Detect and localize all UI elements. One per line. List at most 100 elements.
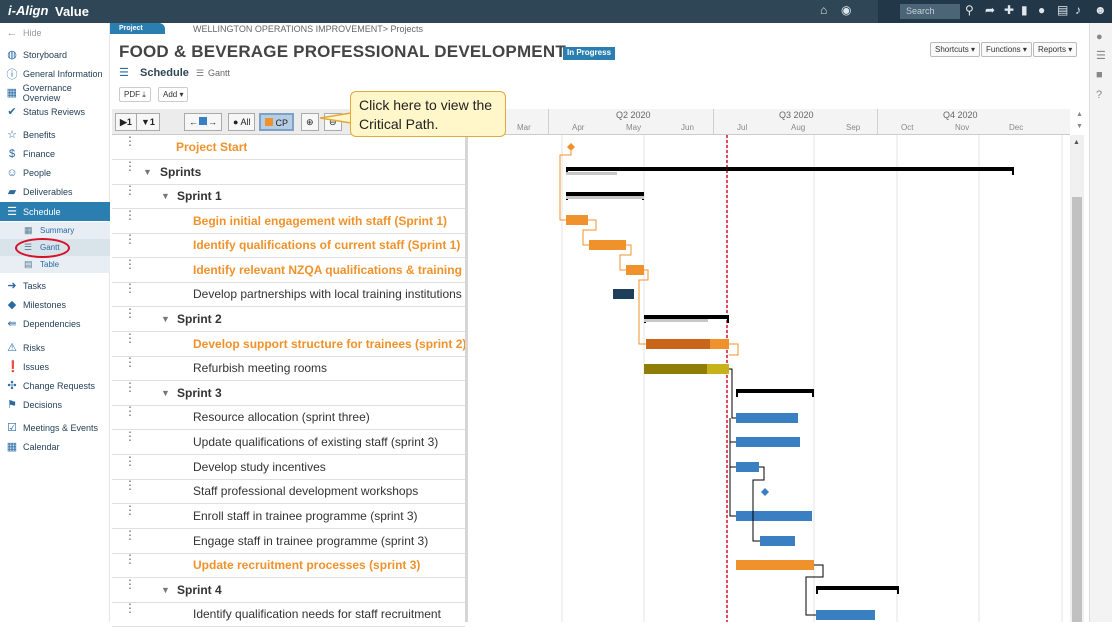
search-input[interactable]: Search xyxy=(900,4,960,19)
functions-button[interactable]: Functions ▾ xyxy=(981,42,1032,57)
task-name[interactable]: Identify relevant NZQA qualifications & … xyxy=(193,263,462,277)
task-bar-update-recruitment[interactable] xyxy=(736,560,814,570)
sidebar-subitem-table[interactable]: ▤ Table xyxy=(0,256,110,273)
task-row[interactable]: ⋮ Identify qualification needs for staff … xyxy=(112,602,465,627)
task-bar-identify-qualifications[interactable] xyxy=(589,240,626,250)
drag-handle-icon[interactable]: ⋮ xyxy=(124,183,136,197)
task-name[interactable]: Develop support structure for trainees (… xyxy=(193,337,465,351)
collapse-caret-icon[interactable]: ▼ xyxy=(161,314,170,324)
task-row[interactable]: ⋮ Develop support structure for trainees … xyxy=(112,332,465,357)
task-bar-refurbish-rooms[interactable] xyxy=(707,364,729,374)
drag-handle-icon[interactable]: ⋮ xyxy=(124,429,136,443)
collapse-caret-icon[interactable]: ▼ xyxy=(161,388,170,398)
task-bar-resource-allocation[interactable] xyxy=(736,413,798,423)
task-name[interactable]: Refurbish meeting rooms xyxy=(193,361,328,375)
task-row[interactable]: ⋮ Resource allocation (sprint three) xyxy=(112,405,465,430)
hide-sidebar-button[interactable]: ← Hide xyxy=(6,26,42,39)
drag-handle-icon[interactable]: ⋮ xyxy=(124,478,136,492)
scroll-up-icon[interactable]: ▲ xyxy=(1076,111,1083,118)
task-name[interactable]: Identify qualification needs for staff r… xyxy=(193,607,441,621)
task-name[interactable]: Sprints xyxy=(160,165,202,179)
sidebar-item-people[interactable]: ☺ People xyxy=(6,166,52,179)
drag-handle-icon[interactable]: ⋮ xyxy=(124,528,136,542)
milestone-workshops[interactable] xyxy=(761,488,769,496)
task-name[interactable]: Identify qualifications of current staff… xyxy=(193,238,461,252)
drag-handle-icon[interactable]: ⋮ xyxy=(124,577,136,591)
sidebar-subitem-summary[interactable]: ▦ Summary xyxy=(0,222,110,239)
task-row[interactable]: ⋮ ▼ Sprint 1 xyxy=(112,184,465,209)
task-name[interactable]: Enroll staff in trainee programme (sprin… xyxy=(193,509,418,523)
vertical-scrollbar[interactable]: ▲ xyxy=(1070,135,1084,622)
drag-handle-icon[interactable]: ⋮ xyxy=(124,134,136,148)
task-name[interactable]: Engage staff in trainee programme (sprin… xyxy=(193,534,429,548)
home-icon[interactable]: ⌂ xyxy=(820,3,828,17)
sidebar-item-milestones[interactable]: ◆ Milestones xyxy=(7,299,67,311)
view-label[interactable]: Gantt xyxy=(208,68,231,78)
sidebar-item-decisions[interactable]: ⚑ Decisions xyxy=(7,399,63,411)
scroll-up-arrow-icon[interactable]: ▲ xyxy=(1073,139,1080,146)
task-bar-support-structure[interactable] xyxy=(710,339,729,349)
sidebar-item-issues[interactable]: ❗ Issues xyxy=(6,361,50,373)
task-name[interactable]: Sprint 4 xyxy=(177,583,222,597)
task-row[interactable]: ⋮ Update recruitment processes (sprint 3) xyxy=(112,553,465,578)
summary-bar-sprints[interactable] xyxy=(566,167,1014,171)
summary-bar-sprint-1[interactable] xyxy=(566,192,644,196)
lock-icon[interactable]: ■ xyxy=(1096,69,1103,81)
task-row[interactable]: ⋮ ▼ Sprints xyxy=(112,160,465,185)
drag-handle-icon[interactable]: ⋮ xyxy=(124,208,136,222)
sidebar-item-status-reviews[interactable]: ✔ Status Reviews xyxy=(7,106,86,118)
task-row[interactable]: ⋮ ▼ Sprint 4 xyxy=(112,578,465,603)
drag-handle-icon[interactable]: ⋮ xyxy=(124,380,136,394)
plus-icon[interactable]: ✚ xyxy=(1004,3,1015,17)
comment-icon[interactable]: ● xyxy=(1096,31,1103,43)
sidebar-item-governance-overview[interactable]: ▦ Governance Overview xyxy=(6,82,72,103)
drag-handle-icon[interactable]: ⋮ xyxy=(124,404,136,418)
add-button[interactable]: Add ▾ xyxy=(158,87,189,102)
zoom-in-button[interactable]: ⊕ xyxy=(301,113,319,131)
drag-handle-icon[interactable]: ⋮ xyxy=(124,552,136,566)
app-logo[interactable]: i-Align xyxy=(8,3,49,18)
drag-handle-icon[interactable]: ⋮ xyxy=(124,503,136,517)
drag-handle-icon[interactable]: ⋮ xyxy=(124,159,136,173)
task-bar-engage-staff[interactable] xyxy=(760,536,795,546)
collapse-button[interactable]: ▼1 xyxy=(136,113,160,131)
pane-splitter[interactable] xyxy=(465,109,468,622)
task-row[interactable]: ⋮ Engage staff in trainee programme (spri… xyxy=(112,529,465,554)
sidebar-item-dependencies[interactable]: ⇚ Dependencies xyxy=(7,318,81,330)
task-name[interactable]: Develop study incentives xyxy=(193,460,326,474)
critical-path-button[interactable]: CP xyxy=(259,113,295,131)
task-row[interactable]: ⋮ ▼ Sprint 3 xyxy=(112,381,465,406)
sidebar-item-change-requests[interactable]: ✣ Change Requests xyxy=(7,380,96,392)
task-bar-study-incentives[interactable] xyxy=(736,462,759,472)
list-icon[interactable]: ☰ xyxy=(1096,50,1106,62)
task-row[interactable]: ⋮ Develop partnerships with local trainin… xyxy=(112,282,465,307)
expand-button[interactable]: ▶1 xyxy=(115,113,137,131)
task-row[interactable]: ⋮ Enroll staff in trainee programme (spri… xyxy=(112,504,465,529)
task-row[interactable]: ⋮ Begin initial engagement with staff (Sp… xyxy=(112,209,465,234)
drag-handle-icon[interactable]: ⋮ xyxy=(124,331,136,345)
task-row[interactable]: ⋮ Update qualifications of existing staff… xyxy=(112,430,465,455)
sidebar-item-meetings-events[interactable]: ☑ Meetings & Events xyxy=(7,422,99,434)
search-icon[interactable]: ⚲ xyxy=(965,3,974,17)
drag-handle-icon[interactable]: ⋮ xyxy=(124,601,136,615)
sidebar-item-risks[interactable]: ⚠ Risks xyxy=(7,342,45,354)
scroll-down-icon[interactable]: ▼ xyxy=(1076,123,1083,130)
bell-icon[interactable]: ♪ xyxy=(1075,3,1081,17)
sidebar-item-storyboard[interactable]: ◍ Storyboard xyxy=(7,49,68,61)
task-bar-identify-nzqa[interactable] xyxy=(626,265,644,275)
reports-button[interactable]: Reports ▾ xyxy=(1033,42,1078,57)
drag-handle-icon[interactable]: ⋮ xyxy=(124,232,136,246)
drag-handle-icon[interactable]: ⋮ xyxy=(124,306,136,320)
task-name[interactable]: Update recruitment processes (sprint 3) xyxy=(193,558,421,572)
summary-bar-sprint-3[interactable] xyxy=(736,389,814,393)
task-bar-enroll-staff[interactable] xyxy=(736,511,812,521)
summary-bar-sprint-4[interactable] xyxy=(816,586,899,590)
scrollbar-thumb[interactable] xyxy=(1072,197,1082,622)
document-icon[interactable]: ▤ xyxy=(1057,3,1069,17)
share-icon[interactable]: ➦ xyxy=(985,3,996,17)
summary-bar-sprint-2[interactable] xyxy=(644,315,729,319)
chat-icon[interactable]: ● xyxy=(1038,3,1046,17)
drag-handle-icon[interactable]: ⋮ xyxy=(124,355,136,369)
breadcrumb[interactable]: WELLINGTON OPERATIONS IMPROVEMENT> Proje… xyxy=(193,24,423,34)
milestone-project-start[interactable] xyxy=(567,143,575,151)
